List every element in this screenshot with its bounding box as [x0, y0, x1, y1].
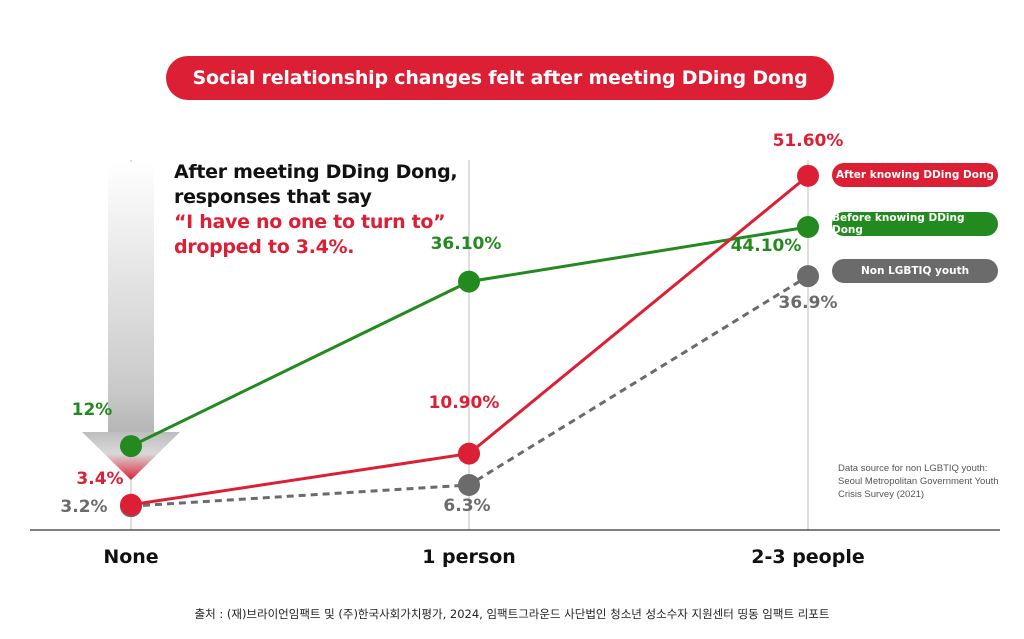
data-point — [797, 265, 819, 288]
data-label: 51.60% — [772, 131, 844, 151]
data-source-note: Data source for non LGBTIQ youth: Seoul … — [838, 463, 999, 500]
annotation-text: After meeting DDing Dong, responses that… — [174, 160, 458, 260]
annotation-highlight-quote: “I have no one to turn to” — [174, 211, 446, 233]
data-point — [458, 270, 480, 293]
data-label: 10.90% — [428, 393, 500, 413]
footer-source: 출처 : (재)브라이언임팩트 및 (주)한국사회가치평가, 2024, 임팩트… — [194, 607, 830, 621]
data-label: 6.3% — [443, 496, 491, 516]
data-point — [797, 164, 819, 187]
legend-before: Before knowing DDing Dong — [832, 212, 998, 236]
x-tick-label: 1 person — [422, 546, 516, 568]
data-label: 3.4% — [76, 469, 124, 489]
data-point — [458, 474, 480, 497]
data-point — [120, 493, 142, 516]
chart-title: Social relationship changes felt after m… — [166, 56, 834, 100]
data-label: 44.10% — [730, 236, 802, 256]
data-label: 36.9% — [778, 293, 838, 313]
x-tick-label: 2-3 people — [751, 546, 865, 568]
legend-non-lgbtiq: Non LGBTIQ youth — [832, 259, 998, 283]
data-point — [458, 442, 480, 465]
data-label: 12% — [71, 400, 113, 420]
annotation-line-1: After meeting DDing Dong, — [174, 161, 458, 183]
annotation-line-2: responses that say — [174, 186, 372, 208]
down-arrow-graphic — [82, 162, 180, 480]
data-label: 3.2% — [60, 497, 108, 517]
data-point — [120, 435, 142, 458]
annotation-highlight-result: dropped to 3.4%. — [174, 236, 355, 258]
data-label: 36.10% — [430, 234, 502, 254]
legend-after: After knowing DDing Dong — [832, 163, 998, 187]
x-tick-label: None — [103, 546, 159, 568]
data-point — [797, 216, 819, 239]
